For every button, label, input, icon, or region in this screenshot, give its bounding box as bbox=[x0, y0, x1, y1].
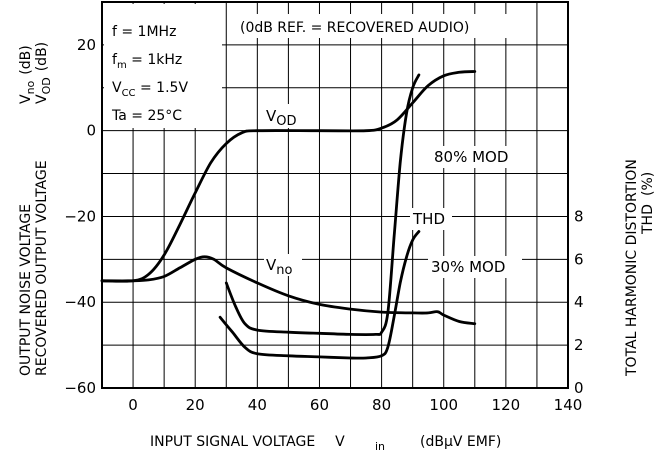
x-tick-label: 80 bbox=[372, 396, 391, 414]
x-tick-label: 120 bbox=[492, 396, 521, 414]
vod-curve bbox=[100, 70, 477, 283]
cond-supply-voltage: VCC = 1.5V bbox=[112, 80, 188, 99]
x-tick-label: 40 bbox=[248, 396, 267, 414]
plot-frame bbox=[101, 1, 569, 389]
y-right-tick-label: 4 bbox=[574, 293, 584, 311]
cond-mod-frequency: fm = 1kHz bbox=[112, 52, 182, 71]
reference-note: (0dB REF. = RECOVERED AUDIO) bbox=[240, 20, 469, 36]
conditions-box: f = 1MHz fm = 1kHz VCC = 1.5V Ta = 25°C bbox=[104, 4, 222, 128]
y-left-tick-label: 0 bbox=[86, 122, 96, 140]
x-axis-symbol: in bbox=[375, 440, 385, 453]
y-right-title-line2: THD bbox=[640, 204, 656, 235]
y-right-tick-label: 6 bbox=[574, 250, 584, 268]
x-axis-unit: (dBμV EMF) bbox=[420, 434, 501, 450]
thd-80-mod-curve bbox=[224, 73, 421, 336]
y-left-tick-label: −20 bbox=[64, 207, 96, 225]
y-left-symbol-vno: Vno(dB) bbox=[18, 45, 37, 104]
x-tick-label: 140 bbox=[554, 396, 583, 414]
x-axis-title: INPUT SIGNAL VOLTAGE V bbox=[150, 434, 345, 450]
thd-label: THD bbox=[412, 210, 445, 228]
y-left-title-line2: RECOVERED OUTPUT VOLTAGE bbox=[34, 160, 50, 376]
y-left-title-line1: OUTPUT NOISE VOLTAGE bbox=[18, 204, 34, 376]
y-left-tick-label: 20 bbox=[77, 36, 96, 54]
y-left-tick-label: −60 bbox=[64, 379, 96, 397]
cond-frequency: f = 1MHz bbox=[112, 24, 176, 40]
vno-curve bbox=[100, 255, 477, 326]
y-right-tick-label: 2 bbox=[574, 336, 584, 354]
y-right-tick-label: 8 bbox=[574, 207, 584, 225]
thd-30-mod-curve bbox=[218, 230, 421, 360]
x-tick-label: 100 bbox=[429, 396, 458, 414]
y-right-title-line3: (%) bbox=[640, 172, 656, 196]
y-right-title-line1: TOTAL HARMONIC DISTORTION bbox=[624, 159, 640, 377]
cond-ambient-temp: Ta = 25°C bbox=[111, 108, 182, 124]
x-tick-label: 60 bbox=[310, 396, 329, 414]
vno-label: Vno bbox=[266, 256, 293, 278]
x-tick-label: 0 bbox=[128, 396, 138, 414]
y-left-symbol-vod: VOD(dB) bbox=[34, 42, 53, 104]
mod30-label: 30% MOD bbox=[431, 258, 505, 276]
x-tick-label: 20 bbox=[186, 396, 205, 414]
grid-lines bbox=[102, 2, 568, 388]
y-left-tick-label: −40 bbox=[64, 293, 96, 311]
vod-label: VOD bbox=[266, 107, 297, 129]
y-right-tick-label: 0 bbox=[574, 379, 584, 397]
curves bbox=[100, 70, 477, 360]
mod80-label: 80% MOD bbox=[434, 148, 508, 166]
